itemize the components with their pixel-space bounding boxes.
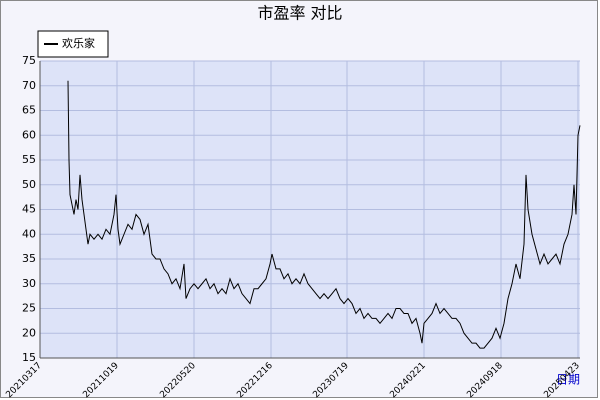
y-tick-label: 55 (22, 153, 36, 166)
y-tick-label: 40 (22, 227, 36, 240)
y-tick-label: 30 (22, 277, 36, 290)
y-tick-label: 25 (22, 302, 36, 315)
y-tick-label: 15 (22, 351, 36, 364)
line (67, 80, 581, 349)
legend-box (37, 30, 109, 58)
y-tick-label: 70 (22, 79, 36, 92)
chart-title: 市盈率 对比 (257, 4, 342, 23)
y-tick-label: 20 (22, 326, 36, 339)
y-tick-label: 60 (22, 128, 36, 141)
y-tick-label: 75 (22, 54, 36, 67)
y-tick-label: 35 (22, 252, 36, 265)
legend-label: 欢乐家 (62, 36, 95, 50)
y-tick-label: 45 (22, 203, 36, 216)
x-axis-label: 日期 (556, 373, 580, 387)
y-tick-label: 65 (22, 104, 36, 117)
y-tick-label: 50 (22, 178, 36, 191)
